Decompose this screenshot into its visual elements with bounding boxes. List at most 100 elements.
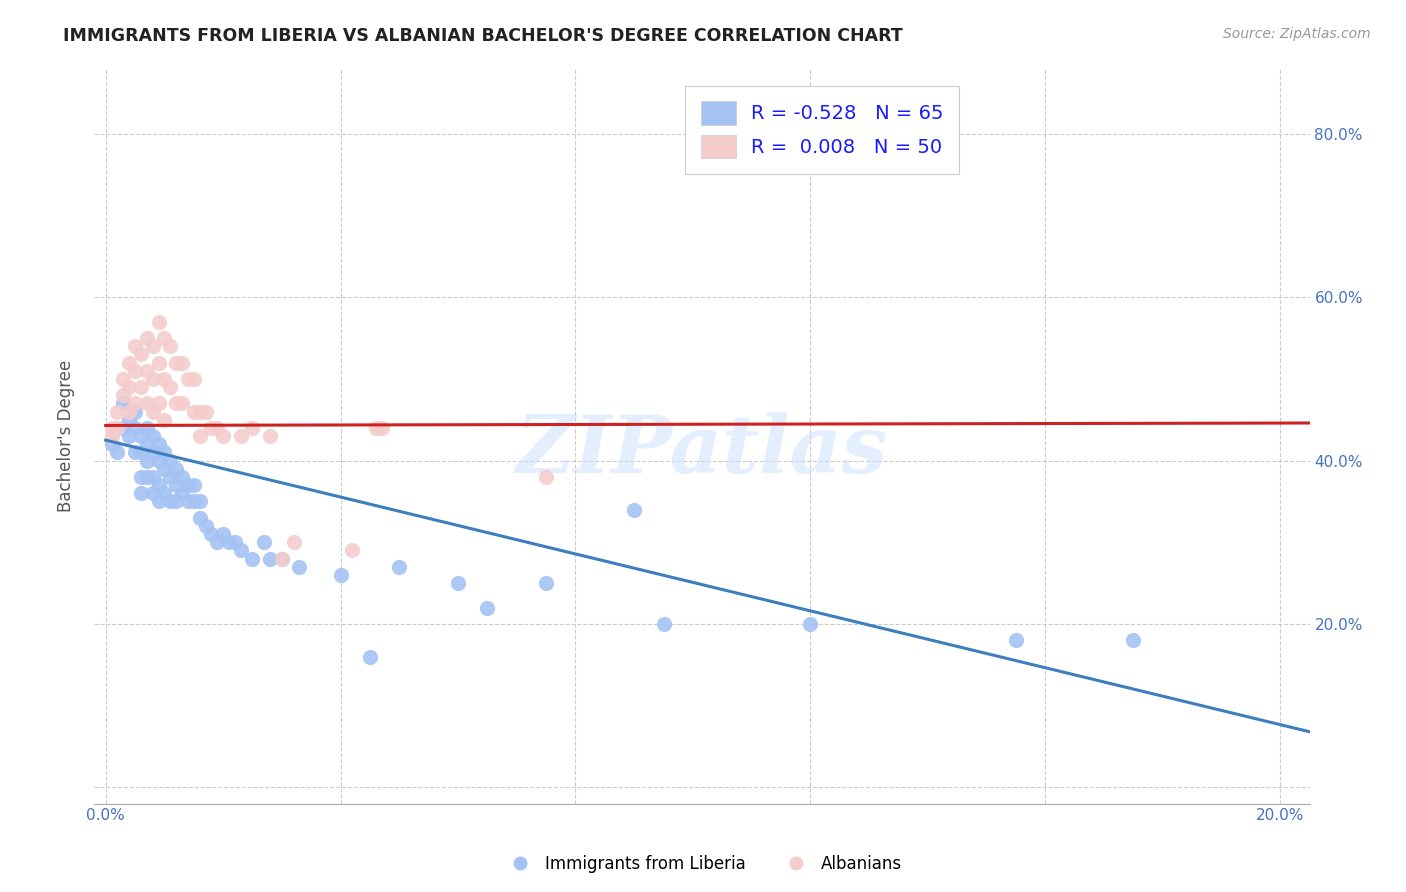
Point [170, 470, 193, 484]
Point [188, 404, 211, 418]
Point [194, 404, 217, 418]
Point [212, 429, 235, 443]
Point [253, 535, 276, 549]
Point [364, 421, 387, 435]
Point [135, 453, 157, 467]
Point [107, 445, 129, 459]
Point [165, 494, 187, 508]
Point [159, 470, 181, 484]
Point [142, 372, 165, 386]
Point [135, 364, 157, 378]
Point [129, 380, 152, 394]
Point [170, 355, 193, 369]
Point [118, 413, 141, 427]
Point [118, 355, 141, 369]
Point [207, 421, 229, 435]
Point [183, 372, 205, 386]
Legend: R = -0.528   N = 65, R =  0.008   N = 50: R = -0.528 N = 65, R = 0.008 N = 50 [685, 86, 959, 174]
Point [118, 380, 141, 394]
Point [153, 413, 176, 427]
Point [153, 461, 176, 475]
Point [229, 543, 252, 558]
Point [142, 486, 165, 500]
Point [135, 437, 157, 451]
Point [100, 421, 122, 435]
Point [359, 649, 381, 664]
Point [142, 445, 165, 459]
Point [112, 421, 135, 435]
Y-axis label: Bachelor's Degree: Bachelor's Degree [58, 360, 75, 512]
Point [112, 372, 135, 386]
Point [135, 421, 157, 435]
Point [148, 494, 170, 508]
Point [153, 331, 176, 345]
Point [342, 543, 364, 558]
Point [194, 519, 217, 533]
Point [388, 559, 411, 574]
Point [477, 600, 499, 615]
Point [165, 355, 187, 369]
Point [270, 551, 292, 566]
Point [188, 429, 211, 443]
Point [207, 535, 229, 549]
Text: Source: ZipAtlas.com: Source: ZipAtlas.com [1223, 27, 1371, 41]
Point [188, 510, 211, 524]
Point [153, 486, 176, 500]
Point [129, 347, 152, 361]
Point [159, 494, 181, 508]
Point [100, 429, 122, 443]
Point [159, 453, 181, 467]
Point [177, 372, 200, 386]
Point [212, 527, 235, 541]
Point [135, 396, 157, 410]
Point [124, 396, 146, 410]
Point [153, 372, 176, 386]
Text: IMMIGRANTS FROM LIBERIA VS ALBANIAN BACHELOR'S DEGREE CORRELATION CHART: IMMIGRANTS FROM LIBERIA VS ALBANIAN BACH… [63, 27, 903, 45]
Point [124, 445, 146, 459]
Point [242, 421, 264, 435]
Point [165, 478, 187, 492]
Point [242, 551, 264, 566]
Point [177, 478, 200, 492]
Point [799, 616, 821, 631]
Point [623, 502, 645, 516]
Point [200, 421, 222, 435]
Point [148, 437, 170, 451]
Point [112, 396, 135, 410]
Text: ZIPatlas: ZIPatlas [516, 412, 887, 490]
Point [124, 404, 146, 418]
Point [224, 535, 246, 549]
Point [142, 470, 165, 484]
Point [159, 380, 181, 394]
Point [124, 421, 146, 435]
Point [124, 339, 146, 353]
Point [124, 364, 146, 378]
Point [188, 494, 211, 508]
Point [165, 396, 187, 410]
Point [148, 396, 170, 410]
Point [142, 429, 165, 443]
Point [118, 404, 141, 418]
Point [107, 421, 129, 435]
Point [129, 470, 152, 484]
Point [229, 429, 252, 443]
Point [148, 315, 170, 329]
Point [183, 478, 205, 492]
Point [107, 404, 129, 418]
Point [165, 461, 187, 475]
Point [142, 404, 165, 418]
Point [183, 494, 205, 508]
Point [129, 486, 152, 500]
Point [129, 445, 152, 459]
Point [112, 388, 135, 402]
Point [200, 527, 222, 541]
Point [1122, 633, 1144, 648]
Point [259, 551, 281, 566]
Legend: Immigrants from Liberia, Albanians: Immigrants from Liberia, Albanians [498, 848, 908, 880]
Point [153, 445, 176, 459]
Point [534, 576, 557, 591]
Point [218, 535, 240, 549]
Point [159, 339, 181, 353]
Point [148, 453, 170, 467]
Point [170, 396, 193, 410]
